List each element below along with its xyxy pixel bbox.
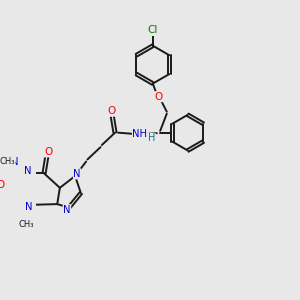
- Text: NH: NH: [133, 129, 148, 139]
- Text: N: N: [74, 169, 81, 179]
- Text: CH₃: CH₃: [0, 157, 15, 166]
- Text: O: O: [107, 106, 115, 116]
- Text: H: H: [148, 134, 155, 143]
- Text: N: N: [15, 161, 16, 162]
- Text: N: N: [24, 166, 32, 176]
- Text: Cl: Cl: [148, 26, 158, 35]
- Text: O: O: [0, 180, 4, 190]
- Text: O: O: [44, 147, 52, 157]
- Text: O: O: [155, 92, 163, 102]
- Text: N: N: [11, 157, 18, 167]
- Text: CH₃: CH₃: [19, 220, 34, 229]
- Text: N: N: [25, 202, 32, 212]
- Text: N: N: [63, 205, 71, 214]
